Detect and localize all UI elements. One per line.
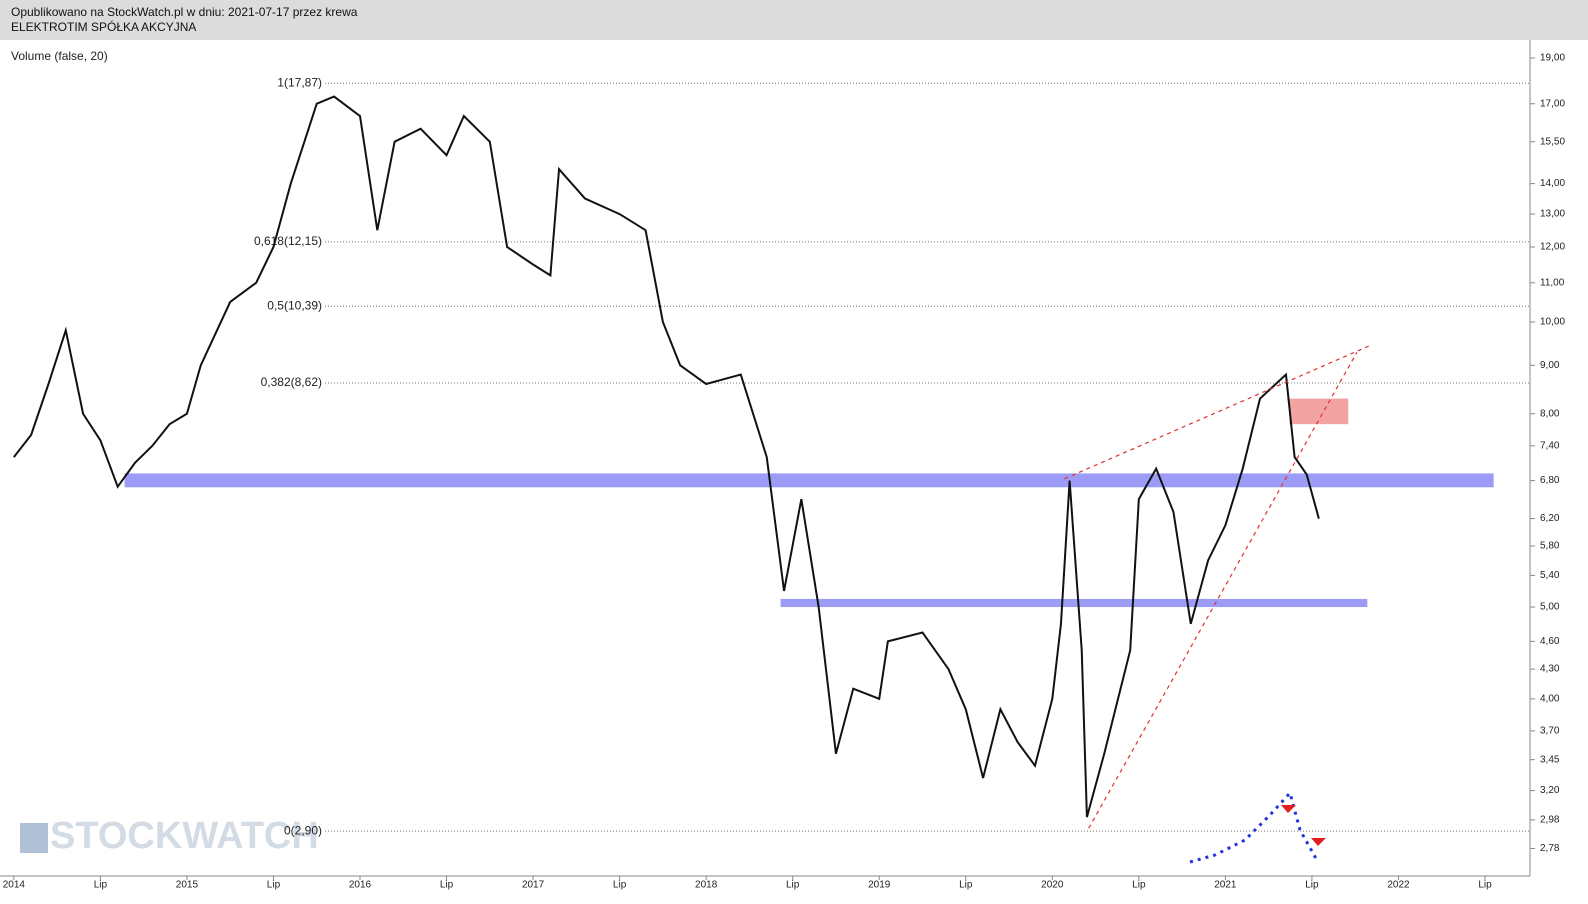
x-tick-label: Lip [786, 880, 800, 891]
x-tick-label: Lip [1132, 880, 1146, 891]
y-tick-label: 5,80 [1540, 541, 1560, 552]
fib-label: 0,5(10,39) [267, 298, 322, 312]
company-name: ELEKTROTIM SPÓŁKA AKCYJNA [11, 20, 197, 34]
x-tick-label: Lip [267, 880, 281, 891]
y-tick-label: 15,50 [1540, 136, 1565, 147]
y-tick-label: 4,30 [1540, 664, 1560, 675]
x-tick-label: Lip [440, 880, 454, 891]
watermark: STOCKWATCH [50, 815, 319, 857]
fib-label: 0,618(12,15) [254, 234, 322, 248]
x-tick-label: 2022 [1387, 880, 1410, 891]
watermark-icon [20, 823, 48, 853]
fib-label: 0(2,90) [284, 823, 322, 837]
y-tick-label: 3,70 [1540, 726, 1560, 737]
x-tick-label: Lip [1305, 880, 1319, 891]
y-tick-label: 5,40 [1540, 570, 1560, 581]
y-tick-label: 9,00 [1540, 360, 1560, 371]
x-tick-label: Lip [613, 880, 627, 891]
published-note: Opublikowano na StockWatch.pl w dniu: 20… [11, 5, 358, 19]
y-tick-label: 5,00 [1540, 602, 1560, 613]
zone [124, 473, 1494, 488]
y-tick-label: 2,78 [1540, 843, 1560, 854]
x-tick-label: 2018 [695, 880, 718, 891]
y-tick-label: 2,98 [1540, 815, 1560, 826]
header: Opublikowano na StockWatch.pl w dniu: 20… [0, 0, 1588, 40]
zone [1289, 398, 1349, 425]
y-tick-label: 7,40 [1540, 440, 1560, 451]
y-tick-label: 12,00 [1540, 242, 1565, 253]
price-line [13, 95, 1320, 818]
fib-label: 0,382(8,62) [261, 375, 322, 389]
x-tick-label: 2017 [522, 880, 545, 891]
y-tick-label: 3,20 [1540, 785, 1560, 796]
y-tick-label: 6,80 [1540, 475, 1560, 486]
y-tick-label: 6,20 [1540, 513, 1560, 524]
y-tick-label: 4,60 [1540, 636, 1560, 647]
y-tick-label: 19,00 [1540, 53, 1565, 64]
fib-label: 1(17,87) [277, 75, 322, 89]
x-tick-label: 2020 [1041, 880, 1064, 891]
volume-drawing [1189, 789, 1320, 864]
x-tick-label: 2019 [868, 880, 891, 891]
y-tick-label: 11,00 [1540, 277, 1565, 288]
y-tick-label: 17,00 [1540, 98, 1565, 109]
x-tick-label: 2021 [1214, 880, 1237, 891]
marker [1311, 838, 1326, 846]
y-tick-label: 10,00 [1540, 317, 1565, 328]
x-tick-label: 2016 [349, 880, 372, 891]
indicator-label: Volume (false, 20) [11, 49, 108, 63]
y-tick-label: 14,00 [1540, 178, 1565, 189]
x-tick-label: 2014 [3, 880, 26, 891]
y-tick-label: 3,45 [1540, 754, 1560, 765]
x-tick-label: Lip [959, 880, 973, 891]
y-tick-label: 4,00 [1540, 693, 1560, 704]
y-tick-label: 13,00 [1540, 209, 1565, 220]
y-tick-label: 8,00 [1540, 408, 1560, 419]
zone [780, 598, 1368, 608]
x-tick-label: Lip [94, 880, 108, 891]
x-tick-label: 2015 [176, 880, 199, 891]
marker [1281, 805, 1296, 813]
trendline [1088, 351, 1358, 829]
x-tick-label: Lip [1478, 880, 1492, 891]
